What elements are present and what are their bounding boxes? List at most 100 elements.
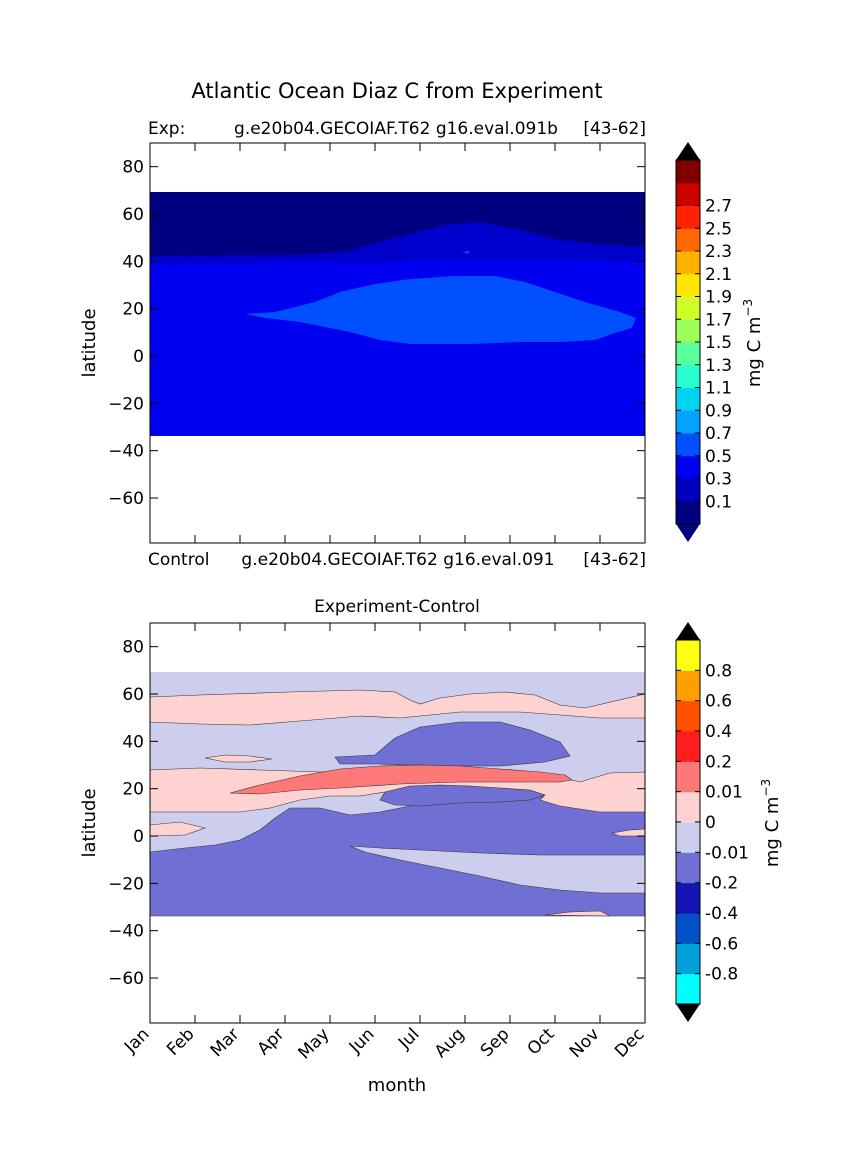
xtick-label: Jul — [394, 1024, 423, 1053]
xtick-label: Oct — [524, 1024, 559, 1059]
colorbar-tick-label: 2.7 — [705, 197, 732, 217]
colorbar-tick-label: 1.5 — [705, 333, 732, 353]
colorbar-swatch — [676, 943, 700, 975]
top-panel: Exp: g.e20b04.GECOIAF.T62 g16.eval.091b … — [79, 119, 765, 544]
colorbar-swatch — [676, 182, 700, 206]
top-x-ticks — [149, 143, 646, 543]
bottom-region-positive-core — [229, 764, 573, 795]
colorbar-swatch — [676, 791, 700, 823]
colorbar-swatch — [676, 913, 700, 944]
colorbar-tick-label: 0.1 — [705, 492, 732, 512]
top-ytick-label: −40 — [108, 442, 144, 462]
colorbar-tick-label: 0.7 — [705, 424, 732, 444]
colorbar-tick-label: 0.9 — [705, 401, 732, 421]
colorbar-swatch — [676, 433, 700, 457]
colorbar-swatch — [676, 251, 700, 275]
colorbar-tick-label: -0.4 — [705, 904, 738, 924]
top-ytick-label: 40 — [122, 252, 144, 272]
top-ytick-label: 80 — [122, 158, 144, 178]
colorbar-tick-label: 0.5 — [705, 447, 732, 467]
colorbar-swatch — [676, 640, 700, 671]
colorbar-swatch — [676, 319, 700, 343]
colorbar-tick-label: 0.8 — [705, 661, 732, 681]
top-ytick-label: 0 — [133, 347, 144, 367]
colorbar-swatch — [676, 478, 700, 502]
bottom-y-axis-label: latitude — [79, 788, 100, 857]
xtick-label: Aug — [431, 1024, 469, 1062]
colorbar-swatch — [676, 205, 700, 229]
xtick-label: Mar — [207, 1024, 244, 1061]
colorbar-swatch — [676, 731, 700, 762]
colorbar-tick-label: 1.9 — [705, 288, 732, 308]
colorbar-tick-label: 2.1 — [705, 265, 732, 285]
bottom-header-center: g.e20b04.GECOIAF.T62 g16.eval.091 — [241, 550, 554, 570]
bottom-title: Experiment-Control — [314, 597, 480, 617]
xtick-label: Jun — [345, 1024, 379, 1058]
colorbar-tick-label: 1.1 — [705, 379, 732, 399]
bottom-colorbar-label: mg C m−3 — [759, 779, 783, 867]
top-y-axis: 80 60 40 20 0 −20 −40 −60 — [108, 158, 645, 509]
colorbar-tick-label: 2.3 — [705, 242, 732, 262]
top-region-north-band — [150, 192, 645, 256]
colorbar-swatch — [676, 160, 700, 184]
top-contour-field — [150, 192, 645, 436]
bottom-contour-field — [150, 672, 645, 917]
colorbar-tick-label: 0.2 — [705, 752, 732, 772]
colorbar-tick-label: 0.6 — [705, 692, 732, 712]
bottom-region-positive-patch-east — [610, 828, 645, 837]
top-colorbar: 0.10.3 0.5 0.7 0.91.1 1.3 1.5 1.71.9 2.1 2.3 2.52… — [675, 142, 732, 542]
colorbar-swatch — [676, 410, 700, 434]
colorbar-swatch — [676, 882, 700, 914]
xtick-label: Feb — [163, 1024, 198, 1059]
colorbar-swatch — [676, 700, 700, 732]
bottom-y-axis: 80 60 40 20 0 −20 −40 −60 — [108, 638, 645, 989]
bottom-ytick-label: 20 — [122, 780, 144, 800]
colorbar-tick-label: 1.3 — [705, 356, 732, 376]
top-title-right: [43-62] — [583, 119, 646, 139]
top-region-tropical-max — [245, 276, 636, 344]
bottom-x-axis-label: month — [368, 1075, 426, 1096]
top-axes-frame — [149, 142, 646, 544]
top-ytick-label: 60 — [122, 205, 144, 225]
bottom-ytick-label: −60 — [108, 969, 144, 989]
bottom-ytick-label: 0 — [133, 827, 144, 847]
xtick-label: Apr — [254, 1024, 289, 1059]
colorbar-swatch — [676, 364, 700, 388]
colorbar-tick-label: 0 — [705, 813, 716, 833]
colorbar-tick-label: 0.4 — [705, 722, 732, 742]
colorbar-over-arrow — [676, 622, 700, 640]
figure-title: Atlantic Ocean Diaz C from Experiment — [191, 79, 602, 103]
colorbar-swatch — [676, 455, 700, 479]
colorbar-tick-label: -0.2 — [705, 874, 738, 894]
top-title-center: g.e20b04.GECOIAF.T62 g16.eval.091b — [234, 119, 558, 139]
bottom-region-positive-patch-south — [544, 910, 611, 917]
colorbar-tick-label: 0.01 — [705, 783, 743, 803]
colorbar-tick-label: 0.3 — [705, 470, 732, 490]
top-ytick-label: −20 — [108, 394, 144, 414]
colorbar-swatch — [676, 342, 700, 366]
bottom-ytick-label: 40 — [122, 732, 144, 752]
bottom-panel: Control g.e20b04.GECOIAF.T62 g16.eval.09… — [79, 550, 783, 1096]
colorbar-tick-label: -0.01 — [705, 843, 749, 863]
xtick-label: Jan — [120, 1024, 153, 1057]
bottom-colorbar: -0.8 -0.6 -0.4 -0.2 -0.01 0 0.01 0.2 0.4 0.6 0.8 — [675, 622, 749, 1022]
colorbar-swatch — [676, 670, 700, 702]
colorbar-tick-label: 1.7 — [705, 310, 732, 330]
bottom-header-right: [43-62] — [583, 550, 646, 570]
colorbar-swatch — [676, 387, 700, 411]
colorbar-under-arrow — [676, 1004, 700, 1022]
colorbar-swatch — [676, 852, 700, 884]
bottom-region-positive-patch-equator — [150, 821, 207, 837]
colorbar-tick-label: -0.6 — [705, 934, 738, 954]
xtick-label: Sep — [477, 1024, 514, 1061]
top-ytick-label: 20 — [122, 300, 144, 320]
colorbar-swatch — [676, 761, 700, 793]
colorbar-under-arrow — [676, 524, 700, 542]
colorbar-swatch — [676, 296, 700, 320]
colorbar-over-arrow — [676, 142, 700, 160]
colorbar-tick-label: -0.8 — [705, 965, 738, 985]
xtick-label: Nov — [566, 1024, 604, 1062]
bottom-region-negative-north — [334, 721, 571, 767]
bottom-axes-frame — [149, 622, 646, 1024]
